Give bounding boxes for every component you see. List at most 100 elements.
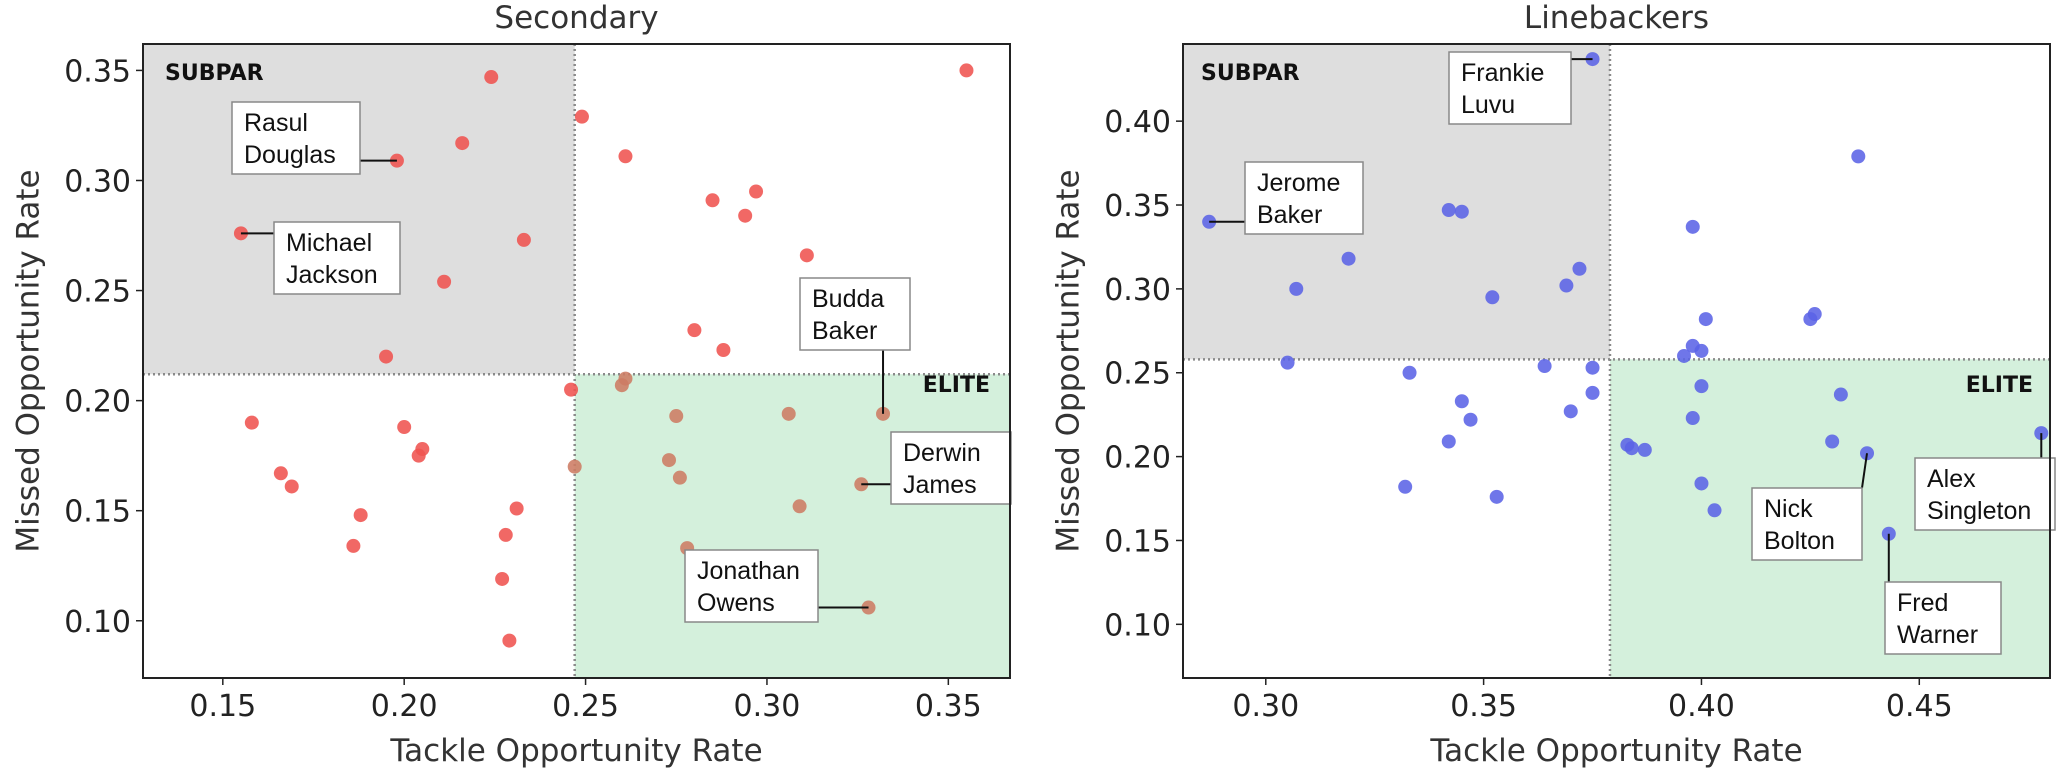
data-point: [1685, 219, 1700, 234]
data-point: [618, 149, 633, 164]
y-tick-label: 0.40: [1104, 105, 1171, 140]
data-point: [1851, 149, 1866, 164]
callout-jerome-baker: Jerome Baker: [1209, 161, 1364, 235]
data-point: [1825, 434, 1840, 449]
x-tick-label: 0.30: [1232, 689, 1299, 724]
callout-label: Nick: [1764, 495, 1813, 523]
callout-label: James: [903, 471, 977, 499]
data-point: [669, 409, 684, 424]
data-point: [1694, 476, 1709, 491]
callout-rasul-douglas: Rasul Douglas: [231, 101, 397, 175]
data-point: [1572, 261, 1587, 276]
x-axis-label: Tackle Opportunity Rate: [389, 733, 762, 769]
callout-label: Derwin: [903, 439, 981, 467]
data-point: [1454, 394, 1469, 409]
data-point: [1585, 385, 1600, 400]
y-tick-label: 0.10: [1104, 608, 1171, 643]
callout-jonathan-owens: Jonathan Owens: [684, 549, 869, 623]
callout-label: Baker: [1257, 201, 1322, 229]
callout-label: Michael: [286, 229, 372, 257]
plot-frame: [1182, 43, 2051, 679]
elite-label: ELITE: [1966, 373, 2033, 398]
callout-fred-warner: Fred Warner: [1884, 533, 2002, 655]
chart-title: Linebackers: [1524, 0, 1709, 36]
y-tick-label: 0.15: [64, 495, 131, 530]
data-point: [1563, 404, 1578, 419]
data-point: [1707, 503, 1722, 518]
data-point: [1463, 412, 1478, 427]
data-point: [502, 633, 517, 648]
x-tick-label: 0.35: [1450, 689, 1517, 724]
callout-box: [1751, 487, 1863, 561]
callout-derwin-james: Derwin James: [861, 431, 1012, 505]
callout-box: [1914, 457, 2056, 531]
data-point: [716, 342, 731, 357]
data-point: [567, 459, 582, 474]
data-point: [1537, 359, 1552, 374]
data-point: [244, 415, 259, 430]
data-point: [749, 184, 764, 199]
callout-box: [799, 277, 911, 351]
callout-label: Fred: [1897, 589, 1948, 617]
callout-label: Owens: [697, 589, 775, 617]
data-point: [705, 193, 720, 208]
y-tick-label: 0.20: [1104, 441, 1171, 476]
data-point: [455, 136, 470, 151]
callout-box: [890, 431, 1012, 505]
callout-box: [1448, 51, 1572, 125]
callout-label: Jerome: [1257, 169, 1340, 197]
callout-label: Jackson: [286, 261, 378, 289]
elite-label: ELITE: [923, 373, 990, 398]
data-point: [346, 538, 361, 553]
data-point: [1280, 355, 1295, 370]
callout-box: [684, 549, 819, 623]
callout-box: [1244, 161, 1364, 235]
data-point: [1341, 251, 1356, 266]
y-tick-label: 0.10: [64, 605, 131, 640]
data-point: [662, 453, 677, 468]
data-point: [1559, 278, 1574, 293]
x-tick-label: 0.35: [915, 689, 982, 724]
data-point: [1454, 204, 1469, 219]
callout-label: Douglas: [244, 141, 336, 169]
data-point: [1624, 441, 1639, 456]
data-point: [379, 349, 394, 364]
data-point: [687, 323, 702, 338]
data-point: [1289, 281, 1304, 296]
y-tick-label: 0.30: [64, 164, 131, 199]
callout-box: [273, 221, 401, 295]
data-point: [1685, 411, 1700, 426]
data-point: [437, 274, 452, 289]
y-axis-label: Missed Opportunity Rate: [11, 169, 47, 552]
data-point: [516, 232, 531, 247]
callout-label: Alex: [1927, 465, 1976, 493]
data-point: [1637, 442, 1652, 457]
y-tick-label: 0.15: [1104, 524, 1171, 559]
callout-label: Frankie: [1461, 59, 1544, 87]
data-point: [799, 248, 814, 263]
callout-label: Bolton: [1764, 527, 1835, 555]
data-point: [353, 508, 368, 523]
subpar-label: SUBPAR: [1201, 61, 1300, 86]
data-point: [1402, 365, 1417, 380]
data-point: [1803, 312, 1818, 327]
data-point: [1441, 434, 1456, 449]
data-point: [1833, 387, 1848, 402]
data-point: [672, 470, 687, 485]
data-point: [1489, 489, 1504, 504]
x-tick-label: 0.25: [552, 689, 619, 724]
x-tick-label: 0.15: [189, 689, 256, 724]
callout-box: [1884, 581, 2002, 655]
y-tick-label: 0.25: [1104, 357, 1171, 392]
data-point: [1485, 290, 1500, 305]
data-point: [1694, 379, 1709, 394]
data-point: [273, 466, 288, 481]
x-axis-label: Tackle Opportunity Rate: [1429, 733, 1802, 769]
callout-alex-singleton: Alex Singleton: [1914, 433, 2056, 531]
callout-label: Jonathan: [697, 557, 800, 585]
data-point: [411, 448, 426, 463]
data-point: [495, 571, 510, 586]
data-point: [781, 406, 796, 421]
callout-frankie-luvu: Frankie Luvu: [1448, 51, 1593, 125]
